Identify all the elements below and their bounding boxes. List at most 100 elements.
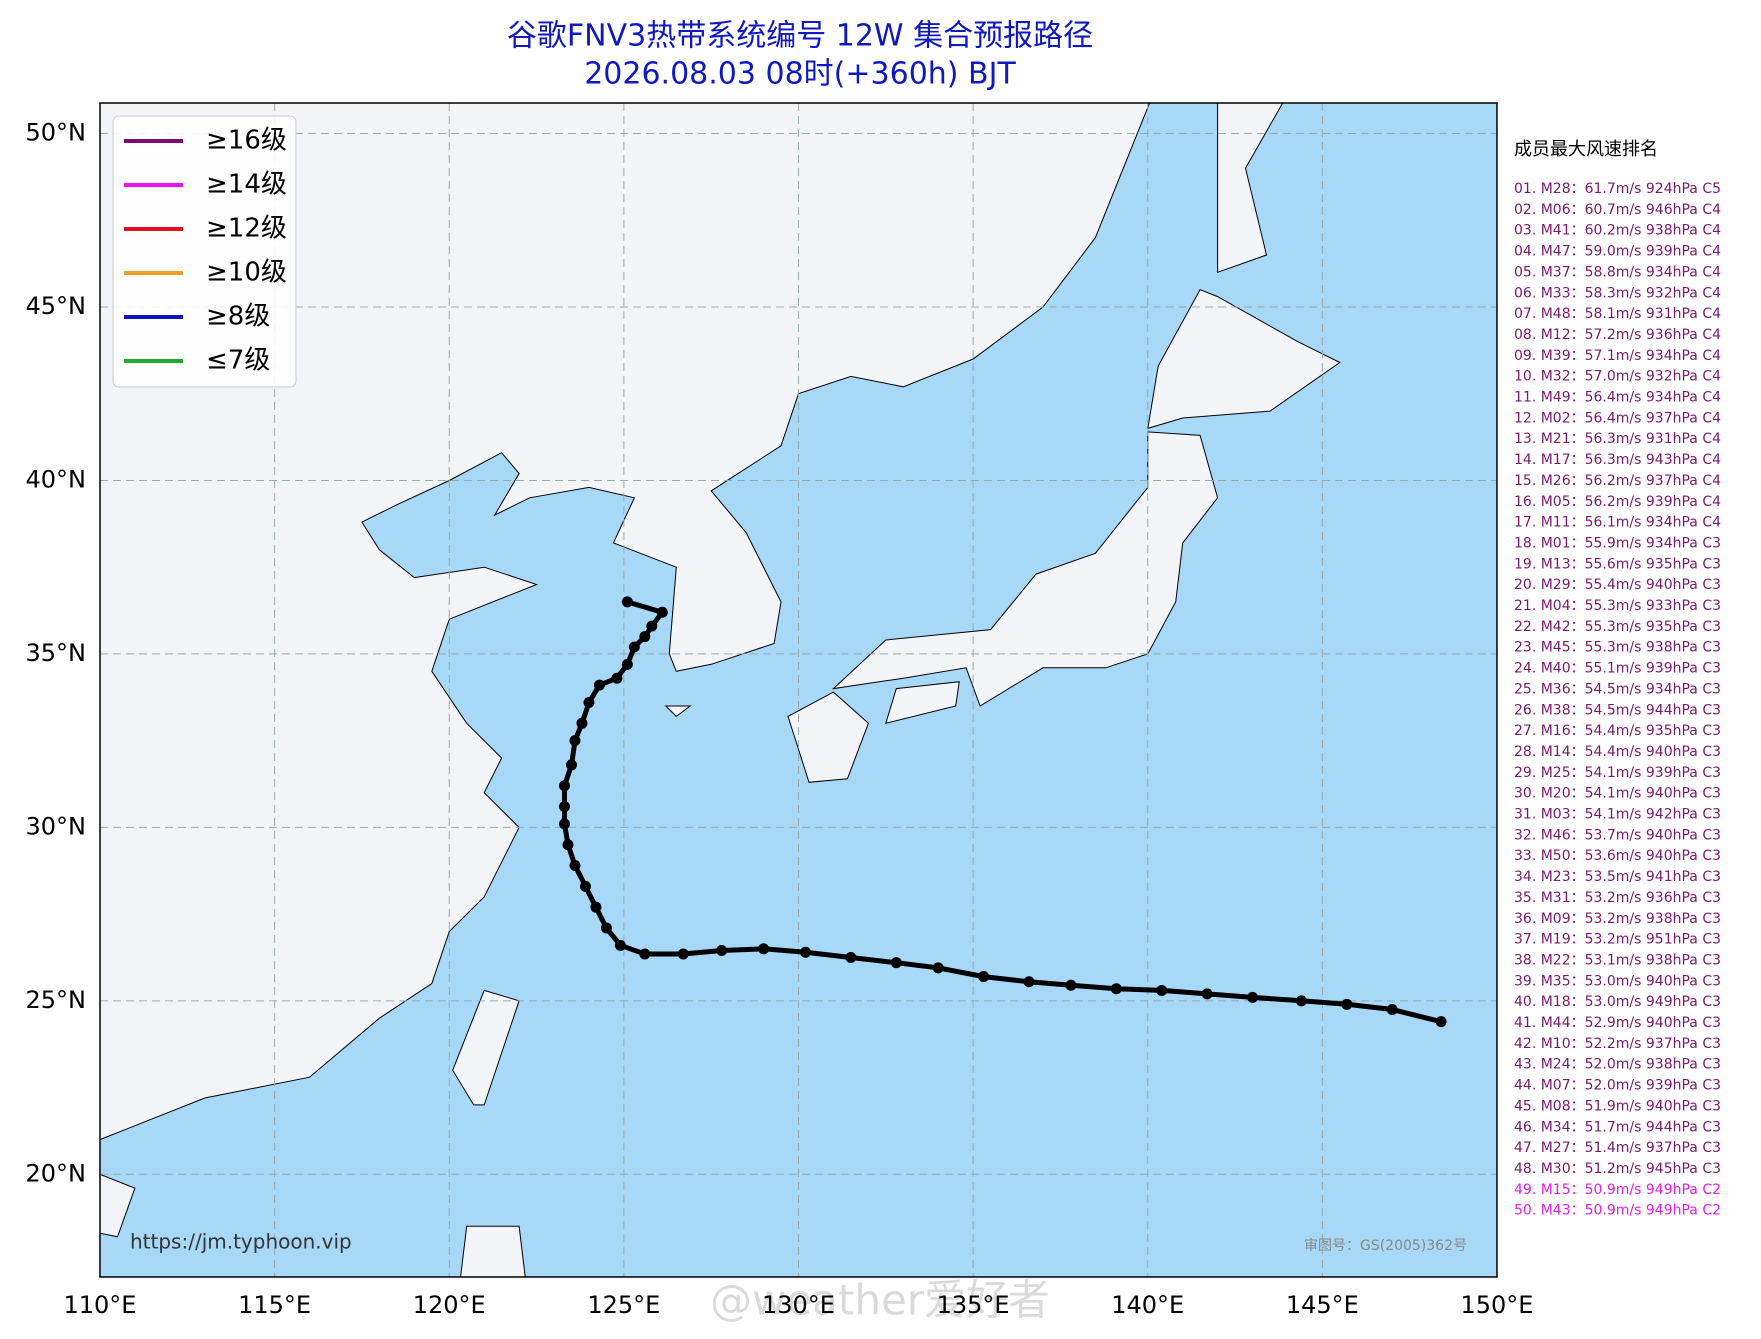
track-point [583, 696, 595, 708]
ranking-entry: 05. M37：58.8m/s 934hPa C4 [1514, 264, 1721, 280]
ranking-entry: 29. M25：54.1m/s 939hPa C3 [1514, 765, 1721, 781]
track-point [614, 939, 626, 951]
ranking-entry: 45. M08：51.9m/s 940hPa C3 [1514, 1098, 1721, 1114]
track-point [799, 946, 811, 958]
ranking-entry: 09. M39：57.1m/s 934hPa C4 [1514, 348, 1721, 364]
x-tick-label: 140°E [1111, 1291, 1184, 1319]
ranking-entry: 02. M06：60.7m/s 946hPa C4 [1514, 202, 1721, 218]
x-tick-label: 135°E [937, 1291, 1010, 1319]
ranking-entry: 20. M29：55.4m/s 940hPa C3 [1514, 577, 1721, 593]
ranking-entry: 15. M26：56.2m/s 937hPa C4 [1514, 473, 1721, 489]
x-tick-label: 150°E [1461, 1291, 1534, 1319]
shikoku [885, 681, 960, 724]
grid [100, 103, 1497, 1277]
map-frame [99, 102, 1498, 1278]
x-tick-label: 125°E [587, 1291, 660, 1319]
track-point [569, 860, 581, 872]
y-tick-label: 20°N [26, 1159, 87, 1187]
track-point [600, 922, 612, 934]
legend-label: ≥8级 [206, 302, 270, 332]
track-point [559, 801, 571, 813]
ranking-entry: 34. M23：53.5m/s 941hPa C3 [1514, 869, 1721, 885]
ranking-entry: 06. M33：58.3m/s 932hPa C4 [1514, 285, 1721, 301]
ranking: 成员最大风速排名 01. M28：61.7m/s 924hPa C5 02. M06… [1514, 139, 1721, 1219]
ranking-entry: 31. M03：54.1m/s 942hPa C3 [1514, 807, 1721, 823]
sakhalin [1217, 103, 1284, 274]
ranking-entry: 43. M24：52.0m/s 938hPa C3 [1514, 1057, 1721, 1073]
legend-label: ≥16级 [206, 126, 287, 156]
track-point [569, 735, 581, 747]
track-point [890, 957, 902, 969]
y-tick-label: 30°N [26, 812, 87, 840]
ranking-entry: 50. M43：50.9m/s 949hPa C2 [1514, 1203, 1721, 1219]
ranking-entry: 41. M44：52.9m/s 940hPa C3 [1514, 1015, 1721, 1031]
legend-label: ≥12级 [206, 214, 287, 244]
track-point [593, 679, 605, 691]
track-point [758, 943, 770, 955]
watermark: @weather爱好者 [710, 1276, 1050, 1325]
y-tick-label: 50°N [26, 119, 87, 147]
legend: ≥16级 ≥14级 ≥12级 ≥10级 ≥8级 ≤7级 [112, 115, 297, 388]
track-point [1201, 988, 1213, 1000]
ranking-entry: 13. M21：56.3m/s 931hPa C4 [1514, 431, 1721, 447]
ranking-entry: 22. M42：55.3m/s 935hPa C3 [1514, 619, 1721, 635]
track-point [716, 945, 728, 957]
ranking-entry: 17. M11：56.1m/s 934hPa C4 [1514, 515, 1721, 531]
track-line [562, 599, 1442, 1025]
ranking-entry: 26. M38：54.5m/s 944hPa C3 [1514, 702, 1721, 718]
track-point [932, 962, 944, 974]
ranking-entry: 14. M17：56.3m/s 943hPa C4 [1514, 452, 1721, 468]
ranking-entry: 35. M31：53.2m/s 936hPa C3 [1514, 890, 1721, 906]
taiwan [452, 989, 520, 1106]
track-point [565, 759, 577, 771]
hokkaido [1147, 288, 1341, 430]
ranking-entry: 48. M30：51.2m/s 945hPa C3 [1514, 1161, 1721, 1177]
kyushu [787, 691, 869, 783]
ranking-entry: 25. M36：54.5m/s 934hPa C3 [1514, 681, 1721, 697]
ranking-entry: 42. M10：52.2m/s 937hPa C3 [1514, 1036, 1721, 1052]
hainan [100, 1173, 136, 1238]
track-point [621, 658, 633, 670]
y-tick-label: 45°N [26, 292, 87, 320]
track-point [1386, 1004, 1398, 1016]
honshu [831, 431, 1219, 707]
ranking-entry: 49. M15：50.9m/s 949hPa C2 [1514, 1182, 1721, 1198]
x-tick-label: 110°E [64, 1291, 137, 1319]
ranking-entry: 19. M13：55.6m/s 935hPa C3 [1514, 556, 1721, 572]
track-point [1247, 991, 1259, 1003]
ranking-entry: 24. M40：55.1m/s 939hPa C3 [1514, 661, 1721, 677]
track-point [1295, 995, 1307, 1007]
x-tick-label: 130°E [762, 1291, 835, 1319]
ranking-entry: 47. M27：51.4m/s 937hPa C3 [1514, 1140, 1721, 1156]
mean-track [559, 596, 1447, 1028]
legend-label: ≥14级 [206, 170, 287, 200]
approval-number: 审图号：GS(2005)362号 [1304, 1238, 1467, 1254]
ranking-entry: 16. M05：56.2m/s 939hPa C4 [1514, 494, 1721, 510]
ranking-entry: 07. M48：58.1m/s 931hPa C4 [1514, 306, 1721, 322]
ranking-entry: 32. M46：53.7m/s 940hPa C3 [1514, 827, 1721, 843]
x-tick-label: 120°E [413, 1291, 486, 1319]
track-point [1110, 983, 1122, 995]
track-point [628, 641, 640, 653]
track-point [845, 951, 857, 963]
ranking-entry: 36. M09：53.2m/s 938hPa C3 [1514, 911, 1721, 927]
track-point [639, 631, 651, 643]
track-point [559, 780, 571, 792]
track-point [1341, 998, 1353, 1010]
y-tick-label: 35°N [26, 639, 87, 667]
y-tick-label: 25°N [26, 986, 87, 1014]
y-tick-label: 40°N [26, 465, 87, 493]
ranking-entry: 03. M41：60.2m/s 938hPa C4 [1514, 223, 1721, 239]
ranking-entry: 11. M49：56.4m/s 934hPa C4 [1514, 390, 1721, 406]
x-tick-label: 145°E [1286, 1291, 1359, 1319]
track-point [562, 839, 574, 851]
ranking-entry: 37. M19：53.2m/s 951hPa C3 [1514, 932, 1721, 948]
luzon [460, 1225, 526, 1277]
ranking-entry: 40. M18：53.0m/s 949hPa C3 [1514, 994, 1721, 1010]
track-point [1023, 976, 1035, 988]
track-point [1156, 984, 1168, 996]
ranking-entry: 30. M20：54.1m/s 940hPa C3 [1514, 786, 1721, 802]
ranking-entry: 01. M28：61.7m/s 924hPa C5 [1514, 181, 1721, 197]
